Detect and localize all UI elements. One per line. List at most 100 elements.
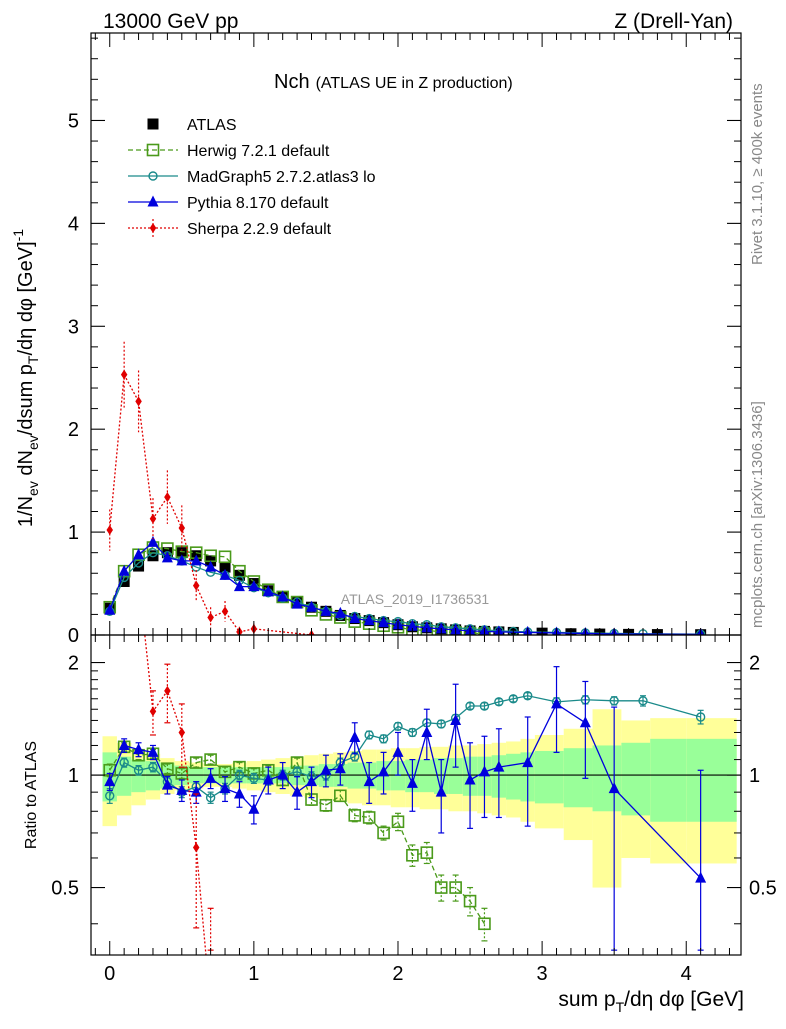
ratio-y-axis-label: Ratio to ATLAS [23, 741, 40, 849]
pythia-8-170-default-ratio-point [421, 725, 433, 737]
herwig-7-2-1-default-ratio-point [348, 809, 362, 822]
x-tick-label: 0 [104, 963, 115, 985]
madgraph5-2-7-2-atlas3-lo-ratio-point [436, 719, 446, 729]
main-y-tick-label: 4 [68, 213, 79, 235]
legend-label-pythia-8-170-default: Pythia 8.170 default [187, 195, 329, 212]
pythia-8-170-default-ratio-point [695, 871, 707, 883]
ratio-y-tick-label: 1 [68, 765, 79, 787]
ratio-band-green [116, 756, 132, 796]
herwig-7-2-1-default-ratio-point [463, 894, 477, 908]
pythia-8-170-default-point [133, 548, 145, 560]
main-y-tick-label: 2 [68, 419, 79, 441]
madgraph5-2-7-2-atlas3-lo-ratio-point [465, 701, 475, 711]
pythia-8-170-default-ratio-point [133, 743, 145, 755]
pythia-8-170-default-ratio-point [176, 783, 188, 795]
pythia-8-170-default-ratio-point [392, 745, 404, 757]
legend-marker-atlas [147, 118, 159, 130]
pythia-8-170-default-point [147, 535, 159, 547]
pythia-8-170-default-ratio-point [219, 782, 231, 794]
herwig-7-2-1-default-ratio-point [391, 815, 405, 829]
atlas-point [176, 547, 188, 559]
pythia-8-170-default-point [320, 604, 332, 616]
pythia-8-170-default-point [161, 551, 173, 563]
main-y-tick-label: 0 [68, 625, 79, 647]
sherpa-2-2-9-default-ratio-point [149, 706, 157, 717]
ratio-band-green [390, 761, 406, 791]
sherpa-2-2-9-default-point [164, 492, 171, 503]
pythia-8-170-default-ratio-point [435, 785, 447, 797]
sherpa-2-2-9-default-ratio-point [207, 1002, 214, 1012]
ratio-y-tick-label-right: 1 [749, 765, 760, 787]
herwig-7-2-1-default-ratio-point [362, 811, 376, 824]
madgraph5-2-7-2-atlas3-lo-ratio-point [479, 701, 490, 711]
ratio-band-green [419, 759, 435, 793]
madgraph5-2-7-2-atlas3-lo-ratio-point [292, 767, 302, 777]
legend-marker-pythia-8-170-default [147, 195, 159, 207]
pythia-8-170-default-point [104, 603, 116, 615]
ratio-plot-axes: 0.5 0.5 1 1 2 2 0 1 2 3 4 [51, 635, 777, 985]
sherpa-2-2-9-default-point [106, 525, 113, 536]
pythia-8-170-default-point [277, 590, 289, 602]
ratio-band-green [621, 742, 651, 816]
pythia-8-170-default-ratio-point [493, 760, 505, 772]
analysis-watermark: ATLAS_2019_I1736531 [341, 591, 490, 607]
legend-label-sherpa-2-2-9-default: Sherpa 2.2.9 default [187, 221, 332, 238]
pythia-8-170-default-ratio-point [378, 765, 390, 777]
madgraph5-2-7-2-atlas3-lo-ratio-point [364, 730, 374, 740]
ratio-band-green [563, 748, 593, 808]
herwig-7-2-1-default-ratio-point [334, 789, 347, 803]
madgraph5-2-7-2-atlas3-lo-ratio-point [119, 757, 129, 768]
pythia-8-170-default-ratio-point [118, 738, 130, 750]
sherpa-2-2-9-default-ratio-point [135, 571, 142, 581]
madgraph5-2-7-2-atlas3-lo-ratio-point [133, 765, 144, 775]
sherpa-2-2-9-default-ratio-point [106, 549, 113, 559]
herwig-7-2-1-default-ratio-point [189, 756, 203, 769]
main-y-axis-label: 1/Nev dNev/dsum pT/dη dφ [GeV]-1 [10, 229, 41, 527]
rivet-note: Rivet 3.1.10, ≥ 400k events [749, 83, 766, 265]
ratio-band-green [686, 738, 737, 822]
plot-subtitle: (ATLAS UE in Z production) [316, 75, 513, 92]
ratio-band-green [534, 750, 564, 804]
x-axis-label: sum pT/dη dφ [GeV] [558, 988, 744, 1015]
herwig-7-2-1-default-ratio-point [434, 881, 448, 894]
ratio-band-green [506, 753, 521, 800]
herwig-7-2-1-default-point [218, 550, 232, 564]
main-y-tick-label: 5 [68, 110, 79, 132]
pythia-8-170-default-ratio-point [450, 713, 462, 725]
herwig-7-2-1-default-ratio-point [406, 848, 419, 862]
pythia-8-170-default-ratio-point [579, 716, 591, 728]
herwig-7-2-1-default-ratio-point [377, 826, 390, 840]
x-tick-label: 3 [537, 963, 548, 985]
pythia-8-170-default-point [421, 621, 433, 633]
pythia-8-170-default-ratio-point [306, 775, 318, 787]
pythia-8-170-default-ratio-point [104, 775, 116, 787]
sherpa-2-2-9-default-ratio-line [144, 635, 207, 955]
ratio-plot-frame [90, 634, 742, 956]
x-tick-label: 1 [248, 963, 259, 985]
pythia-8-170-default-ratio-point [262, 773, 274, 785]
madgraph5-2-7-2-atlas3-lo-ratio-point [695, 712, 706, 722]
pythia-8-170-default-ratio-point [478, 765, 490, 777]
madgraph5-2-7-2-atlas3-lo-ratio-point [234, 770, 245, 780]
legend-label-herwig-7-2-1-default: Herwig 7.2.1 default [187, 143, 330, 160]
sherpa-2-2-9-default-ratio-point [178, 727, 186, 738]
main-plot-axes: 0 1 2 3 4 5 [68, 33, 741, 647]
ratio-y-tick-label: 0.5 [51, 878, 79, 900]
herwig-7-2-1-default-ratio-point [478, 917, 491, 931]
legend: ATLAS Herwig 7.2.1 default MadGraph5 2.7.2… [128, 117, 376, 238]
pythia-8-170-default-point [363, 614, 375, 626]
sherpa-2-2-9-default-line [109, 372, 312, 635]
herwig-7-2-1-default-ratio-point [175, 767, 189, 780]
pythia-8-170-default-ratio-point [334, 762, 346, 774]
x-tick-label: 2 [392, 963, 403, 985]
madgraph5-2-7-2-atlas3-lo-ratio-point [609, 696, 619, 706]
madgraph5-2-7-2-atlas3-lo-ratio-point [148, 762, 158, 772]
legend-marker-madgraph5-2-7-2-atlas3-lo [148, 171, 158, 181]
ratio-band-green [448, 758, 463, 794]
pythia-8-170-default-point [205, 560, 217, 572]
atlas-point [233, 569, 245, 581]
pythia-8-170-default-ratio-point [406, 776, 418, 788]
madgraph5-2-7-2-atlas3-lo-ratio-point [508, 694, 518, 704]
legend-label-atlas: ATLAS [187, 117, 237, 134]
